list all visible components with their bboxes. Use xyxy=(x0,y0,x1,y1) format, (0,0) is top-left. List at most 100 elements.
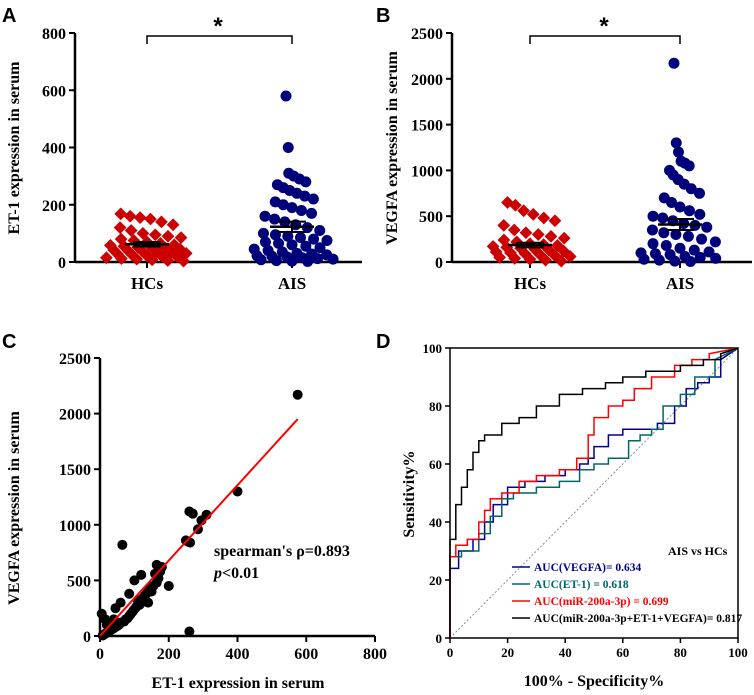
panel-c-fit-line xyxy=(99,418,299,637)
panel-c-y-tick-label: 500 xyxy=(67,573,91,590)
panel-a-point-hcs xyxy=(161,254,175,267)
panel-b-point-hcs xyxy=(497,218,511,232)
panel-b-point-ais xyxy=(666,196,678,208)
panel-c-point xyxy=(150,568,160,579)
panel-b-point-ais xyxy=(653,254,665,266)
panel-b-y-tick-label: 2000 xyxy=(411,72,443,89)
panel-a-point-ais xyxy=(302,255,314,267)
panel-b-point-ais xyxy=(694,187,705,199)
panel-d-legend-title: AIS vs HCs xyxy=(668,544,728,558)
panel-c-x-tick-label: 400 xyxy=(226,646,250,663)
panel-c-point xyxy=(129,575,140,586)
panel-a-point-ais xyxy=(300,240,312,252)
panel-a-point-ais xyxy=(286,239,298,251)
panel-b-point-ais xyxy=(673,146,684,158)
panel-a-point-hcs xyxy=(155,215,168,229)
panel-b-point-ais xyxy=(710,252,722,264)
panel-d-x-tick-label: 60 xyxy=(616,645,629,660)
panel-d-roc-curve-4 xyxy=(449,347,739,638)
panel-d-legend-entry: AUC(miR-200a-3p+ET-1+VEGFA)= 0.817 xyxy=(534,613,742,625)
panel-c-x-tick-label: 0 xyxy=(96,646,104,663)
panel-b-point-ais xyxy=(696,233,708,245)
panel-b-point-ais xyxy=(674,201,686,213)
panel-b-point-ais xyxy=(688,244,700,256)
panel-c-point xyxy=(151,559,162,570)
panel-a-point-hcs xyxy=(161,229,175,243)
panel-c-p-italic: p xyxy=(212,565,222,582)
panel-b-point-hcs xyxy=(531,228,545,241)
panel-c-spearman-label: spearman's ρ=0.893 xyxy=(214,543,350,560)
panel-a-point-ais xyxy=(286,255,298,267)
panel-a-x-tick-label: AIS xyxy=(278,274,306,293)
panel-a-significance-star: * xyxy=(213,13,223,40)
panel-a-point-hcs xyxy=(124,224,138,237)
panel-a-point-ais xyxy=(259,210,271,222)
panel-b-x-tick-label: HCs xyxy=(514,274,547,293)
panel-b-point-ais xyxy=(670,229,682,241)
panel-b-point-ais xyxy=(668,57,680,69)
panel-d-legend-auc: 0.634 xyxy=(615,562,641,574)
panel-a-point-ais xyxy=(255,254,267,266)
panel-b-point-ais xyxy=(694,208,706,220)
panel-b-y-tick-label: 2500 xyxy=(411,26,443,43)
panel-a-point-ais xyxy=(269,213,281,225)
panel-letter-b: B xyxy=(376,5,390,27)
panel-a-point-ais xyxy=(307,193,319,205)
panel-a-point-ais xyxy=(282,230,294,242)
panel-b-point-ais xyxy=(694,251,706,263)
panel-d-y-tick-label: 40 xyxy=(429,515,442,530)
panel-a-point-ais xyxy=(327,253,339,265)
panel-b-point-ais xyxy=(685,183,697,195)
panel-a-point-ais xyxy=(286,202,298,214)
panel-a-y-tick-label: 800 xyxy=(42,26,66,43)
panel-b-point-ais xyxy=(657,212,669,224)
panel-a-point-ais xyxy=(314,242,326,254)
panel-a-point-hcs xyxy=(133,211,147,224)
panel-a-y-tick-label: 600 xyxy=(42,83,66,100)
panel-c-x-tick-label: 800 xyxy=(363,646,387,663)
panel-b-point-ais xyxy=(684,256,696,268)
panel-a-point-hcs xyxy=(166,218,180,232)
panel-b-point-ais xyxy=(646,224,658,236)
panel-a-point-ais xyxy=(312,253,324,265)
panel-a-point-ais xyxy=(295,204,307,216)
panel-d-legend-auc: = 0.699 xyxy=(630,596,668,608)
panel-letter-d: D xyxy=(376,331,390,353)
panel-c-x-tick-label: 200 xyxy=(157,646,181,663)
panel-b-point-ais xyxy=(658,227,670,239)
panel-a-point-ais xyxy=(259,236,271,248)
panel-b-point-hcs xyxy=(548,214,562,228)
panel-a-point-ais xyxy=(277,199,289,211)
panel-d-x-tick-label: 0 xyxy=(447,645,454,660)
panel-a-point-hcs xyxy=(113,221,127,235)
panel-d-y-tick-label: 20 xyxy=(429,573,442,588)
panel-b-point-hcs xyxy=(544,229,558,243)
panel-b-point-ais xyxy=(647,210,659,222)
panel-d-legend-label: AUC(miR-200a-3p+ET-1+VEGFA)= xyxy=(534,613,716,625)
panel-d-legend-entry: AUC(miR-200a-3p) = 0.699 xyxy=(534,596,669,608)
panel-d-x-tick-label: 100 xyxy=(728,645,748,660)
panel-d-y-tick-label: 60 xyxy=(429,457,442,472)
panel-a-y-tick-label: 400 xyxy=(42,141,66,158)
panel-d-xlabel: 100% - Specificity% xyxy=(524,673,664,690)
panel-c-y-tick-label: 1500 xyxy=(59,462,91,479)
panel-c-p-value: <0.01 xyxy=(222,565,259,582)
panel-a-point-ais xyxy=(282,142,294,153)
panel-letter-a: A xyxy=(2,5,16,27)
panel-b-point-hcs xyxy=(537,211,551,225)
panel-a-point-ais xyxy=(314,225,326,237)
panel-c-y-tick-label: 0 xyxy=(83,629,91,646)
panel-c-point xyxy=(117,539,128,550)
panel-b-point-ais xyxy=(683,160,695,172)
panel-b-significance-bracket xyxy=(529,35,681,44)
panel-a-point-ais xyxy=(306,207,318,219)
panel-b-point-hcs xyxy=(519,226,533,240)
panel-c-ylabel: VEGFA expression in serum xyxy=(6,411,23,605)
panel-b-point-ais xyxy=(682,230,694,242)
panel-a-point-ais xyxy=(295,232,307,244)
panel-b-significance-star: * xyxy=(599,13,609,40)
panel-c-pvalue-label: p<0.01 xyxy=(212,565,259,582)
panel-a-significance-bracket xyxy=(146,35,293,44)
panel-a-point-hcs xyxy=(144,212,157,226)
